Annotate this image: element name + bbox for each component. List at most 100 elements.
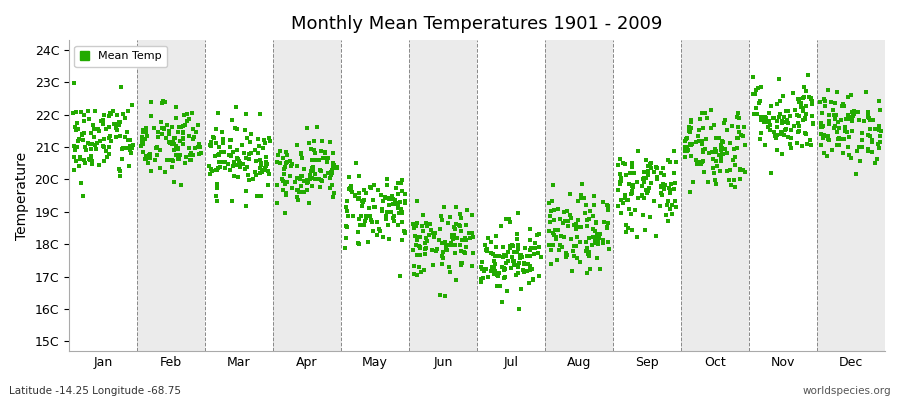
Title: Monthly Mean Temperatures 1901 - 2009: Monthly Mean Temperatures 1901 - 2009: [292, 15, 662, 33]
Point: [680, 134, 695, 141]
Point: [98, 126, 112, 133]
Point: [814, 142, 828, 148]
Point: [714, 147, 728, 153]
Point: [455, 237, 470, 244]
Point: [842, 116, 856, 122]
Point: [486, 271, 500, 278]
Point: [99, 148, 113, 154]
Point: [104, 110, 118, 116]
Point: [435, 261, 449, 267]
Point: [530, 250, 544, 256]
Point: [222, 144, 237, 150]
Point: [278, 180, 293, 187]
Point: [655, 183, 670, 189]
Point: [398, 198, 412, 204]
Point: [498, 274, 512, 280]
Point: [758, 119, 772, 126]
Point: [625, 182, 639, 188]
Point: [154, 119, 168, 126]
Point: [814, 120, 829, 126]
Point: [352, 194, 366, 201]
Point: [246, 176, 260, 182]
Point: [864, 149, 878, 155]
Point: [507, 261, 521, 268]
Point: [487, 258, 501, 264]
Point: [342, 186, 356, 192]
Point: [637, 178, 652, 185]
Point: [112, 119, 127, 125]
Point: [346, 213, 360, 219]
Point: [391, 205, 405, 211]
Point: [569, 220, 583, 227]
Point: [794, 104, 808, 110]
Point: [248, 169, 263, 176]
Point: [112, 166, 126, 172]
Point: [259, 154, 274, 160]
Point: [387, 218, 401, 224]
Point: [380, 195, 394, 201]
Point: [315, 178, 329, 184]
Point: [262, 135, 276, 141]
Point: [708, 148, 723, 155]
Point: [363, 184, 377, 190]
Point: [382, 202, 396, 208]
Point: [165, 157, 179, 163]
Point: [318, 155, 332, 161]
Point: [474, 276, 489, 282]
Point: [600, 225, 615, 232]
Point: [84, 146, 98, 152]
Point: [616, 200, 631, 206]
Point: [270, 182, 284, 188]
Point: [323, 185, 338, 191]
Point: [480, 246, 494, 252]
Point: [531, 272, 545, 279]
Point: [750, 111, 764, 117]
Point: [463, 235, 477, 241]
Point: [619, 197, 634, 203]
Point: [823, 121, 837, 127]
Point: [717, 120, 732, 126]
Point: [485, 264, 500, 270]
Point: [428, 230, 442, 236]
Point: [554, 244, 569, 250]
Point: [135, 136, 149, 142]
Point: [777, 131, 791, 138]
Point: [564, 235, 579, 242]
Point: [148, 157, 163, 163]
Point: [872, 127, 886, 133]
Point: [663, 190, 678, 196]
Point: [581, 248, 596, 255]
Point: [753, 117, 768, 124]
Point: [474, 259, 489, 265]
Point: [614, 175, 628, 181]
Point: [706, 156, 721, 162]
Point: [829, 112, 843, 119]
Point: [613, 180, 627, 187]
Point: [851, 144, 866, 150]
Point: [242, 177, 256, 183]
Point: [589, 220, 603, 226]
Point: [510, 236, 525, 242]
Point: [805, 113, 819, 120]
Point: [351, 239, 365, 246]
Point: [454, 260, 469, 266]
Point: [520, 268, 535, 274]
Point: [239, 202, 254, 209]
Point: [581, 253, 596, 260]
Point: [231, 174, 246, 180]
Point: [231, 156, 246, 162]
Point: [94, 118, 108, 124]
Point: [568, 243, 582, 250]
Point: [680, 136, 694, 143]
Point: [492, 252, 507, 259]
Point: [791, 129, 806, 136]
Point: [171, 128, 185, 135]
Point: [685, 141, 699, 147]
Point: [585, 242, 599, 248]
Point: [413, 244, 428, 250]
Point: [579, 202, 593, 208]
Point: [363, 212, 377, 219]
Point: [164, 138, 178, 145]
Point: [278, 189, 293, 196]
Point: [473, 279, 488, 286]
